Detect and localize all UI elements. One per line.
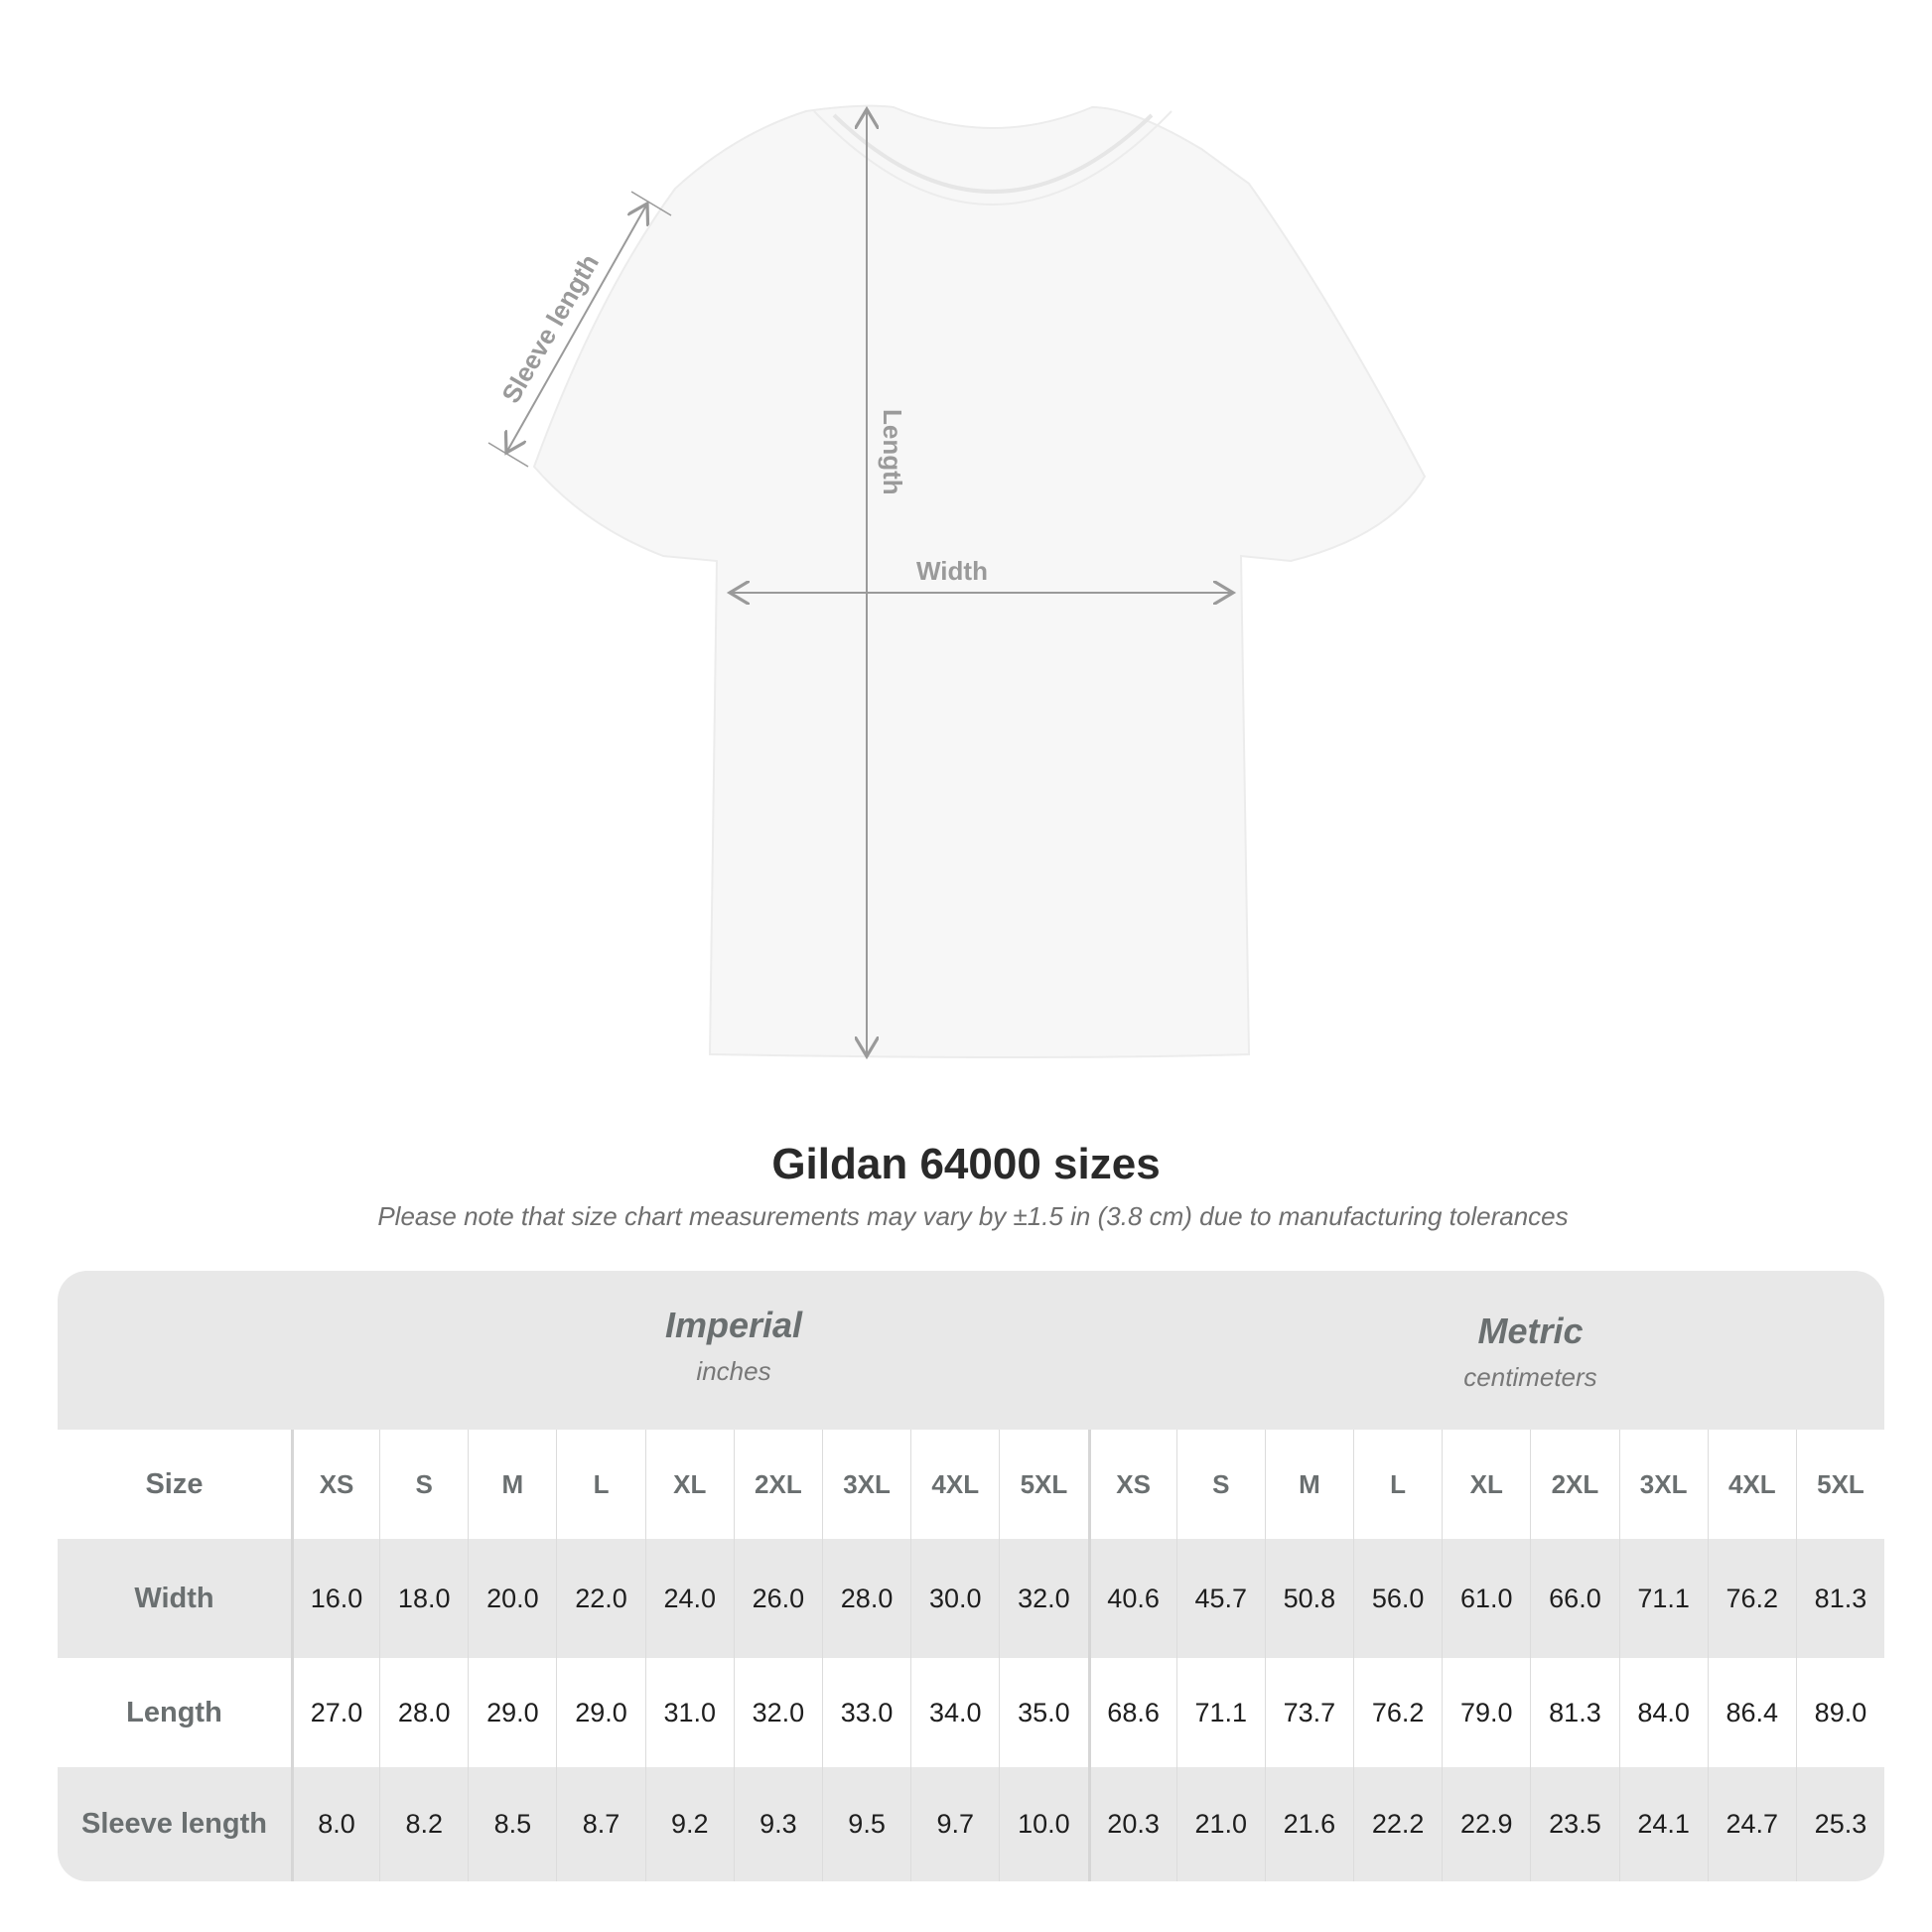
- value-cell-metric: 71.1: [1175, 1658, 1265, 1767]
- value-cell-imperial: 10.0: [999, 1767, 1087, 1881]
- tolerance-note: Please note that size chart measurements…: [377, 1201, 1569, 1231]
- value-cell-metric: 25.3: [1795, 1767, 1884, 1881]
- width-label: Width: [916, 556, 988, 586]
- value-cell-metric: 84.0: [1618, 1658, 1708, 1767]
- value-cell-metric: 73.7: [1264, 1658, 1353, 1767]
- size-header-metric: XL: [1442, 1430, 1530, 1539]
- value-cell-imperial: 27.0: [290, 1658, 379, 1767]
- value-cell-imperial: 33.0: [821, 1658, 910, 1767]
- value-cell-imperial: 34.0: [910, 1658, 999, 1767]
- value-cell-metric: 89.0: [1795, 1658, 1884, 1767]
- value-cell-imperial: 35.0: [999, 1658, 1087, 1767]
- value-cell-metric: 86.4: [1707, 1658, 1796, 1767]
- page-title: Gildan 64000 sizes: [771, 1140, 1161, 1188]
- metric-unit: centimeters: [1463, 1362, 1597, 1392]
- size-header-metric: S: [1175, 1430, 1265, 1539]
- value-cell-metric: 81.3: [1530, 1658, 1618, 1767]
- value-cell-metric: 45.7: [1175, 1539, 1265, 1658]
- value-cell-metric: 23.5: [1530, 1767, 1618, 1881]
- size-header-metric: 3XL: [1618, 1430, 1708, 1539]
- value-cell-imperial: 20.0: [468, 1539, 556, 1658]
- value-cell-imperial: 29.0: [556, 1658, 644, 1767]
- value-cell-metric: 61.0: [1442, 1539, 1530, 1658]
- value-cell-imperial: 28.0: [821, 1539, 910, 1658]
- size-header-metric: M: [1264, 1430, 1353, 1539]
- value-cell-imperial: 16.0: [290, 1539, 379, 1658]
- value-cell-metric: 21.0: [1175, 1767, 1265, 1881]
- value-cell-imperial: 8.7: [556, 1767, 644, 1881]
- size-table: Imperial inches Metric centimeters Size X…: [58, 1271, 1884, 1881]
- size-header-imperial: S: [379, 1430, 468, 1539]
- size-header-imperial: L: [556, 1430, 644, 1539]
- size-header-imperial: 4XL: [910, 1430, 999, 1539]
- value-cell-imperial: 30.0: [910, 1539, 999, 1658]
- value-cell-metric: 81.3: [1795, 1539, 1884, 1658]
- size-header-metric: 2XL: [1530, 1430, 1618, 1539]
- value-cell-imperial: 9.2: [644, 1767, 734, 1881]
- metric-title: Metric: [1477, 1311, 1584, 1351]
- value-cell-metric: 79.0: [1442, 1658, 1530, 1767]
- value-cell-imperial: 28.0: [379, 1658, 468, 1767]
- row-label: Sleeve length: [80, 1808, 267, 1840]
- table-row: Length 27.0 28.0 29.0 29.0 31.0 32.0 33.0 34.0 35…: [58, 1658, 1884, 1767]
- length-label: Length: [878, 409, 907, 495]
- value-cell-metric: 50.8: [1264, 1539, 1353, 1658]
- sleeve-arrow: [506, 204, 647, 453]
- value-cell-metric: 24.7: [1707, 1767, 1796, 1881]
- row-label: Width: [134, 1582, 214, 1614]
- row-label: Size: [145, 1467, 204, 1500]
- imperial-unit: inches: [696, 1356, 771, 1386]
- size-header-imperial: M: [468, 1430, 556, 1539]
- size-header-metric: XS: [1087, 1430, 1176, 1539]
- value-cell-metric: 68.6: [1087, 1658, 1176, 1767]
- tshirt-diagram: Sleeve length Length Width: [487, 104, 1427, 1092]
- size-header-imperial: 3XL: [821, 1430, 910, 1539]
- value-cell-imperial: 32.0: [733, 1658, 822, 1767]
- size-header-imperial: 5XL: [999, 1430, 1087, 1539]
- value-cell-metric: 40.6: [1087, 1539, 1176, 1658]
- value-cell-imperial: 9.3: [733, 1767, 822, 1881]
- value-cell-metric: 21.6: [1264, 1767, 1353, 1881]
- value-cell-imperial: 22.0: [556, 1539, 644, 1658]
- value-cell-imperial: 8.0: [290, 1767, 379, 1881]
- value-cell-imperial: 8.2: [379, 1767, 468, 1881]
- table-row: Sleeve length 8.0 8.2 8.5 8.7 9.2 9.3 9.5 9.7 10.…: [58, 1767, 1884, 1881]
- size-header-imperial: XL: [644, 1430, 734, 1539]
- value-cell-imperial: 9.7: [910, 1767, 999, 1881]
- size-header-metric: 4XL: [1707, 1430, 1796, 1539]
- size-header-imperial: 2XL: [733, 1430, 822, 1539]
- value-cell-imperial: 18.0: [379, 1539, 468, 1658]
- value-cell-metric: 24.1: [1618, 1767, 1708, 1881]
- value-cell-imperial: 29.0: [468, 1658, 556, 1767]
- size-header-metric: 5XL: [1795, 1430, 1884, 1539]
- size-header-metric: L: [1353, 1430, 1442, 1539]
- table-row: Width 16.0 18.0 20.0 22.0 24.0 26.0 28.0 30.0 32.…: [58, 1539, 1884, 1658]
- value-cell-metric: 71.1: [1618, 1539, 1708, 1658]
- size-header-imperial: XS: [290, 1430, 379, 1539]
- value-cell-metric: 20.3: [1087, 1767, 1176, 1881]
- value-cell-imperial: 31.0: [644, 1658, 734, 1767]
- row-label: Length: [126, 1696, 222, 1728]
- value-cell-metric: 56.0: [1353, 1539, 1442, 1658]
- metric-header: Metric centimeters: [1176, 1277, 1884, 1436]
- value-cell-imperial: 9.5: [821, 1767, 910, 1881]
- imperial-header: Imperial inches: [291, 1271, 1176, 1430]
- value-cell-metric: 76.2: [1707, 1539, 1796, 1658]
- size-header-row: Size XS S M L XL 2XL 3XL 4XL 5XL XS S M L XL 2XL 3XL 4XL 5…: [58, 1430, 1884, 1539]
- value-cell-imperial: 26.0: [733, 1539, 822, 1658]
- value-cell-metric: 22.2: [1353, 1767, 1442, 1881]
- value-cell-metric: 76.2: [1353, 1658, 1442, 1767]
- value-cell-metric: 66.0: [1530, 1539, 1618, 1658]
- imperial-title: Imperial: [664, 1305, 803, 1345]
- value-cell-imperial: 8.5: [468, 1767, 556, 1881]
- value-cell-metric: 22.9: [1442, 1767, 1530, 1881]
- value-cell-imperial: 24.0: [644, 1539, 734, 1658]
- value-cell-imperial: 32.0: [999, 1539, 1087, 1658]
